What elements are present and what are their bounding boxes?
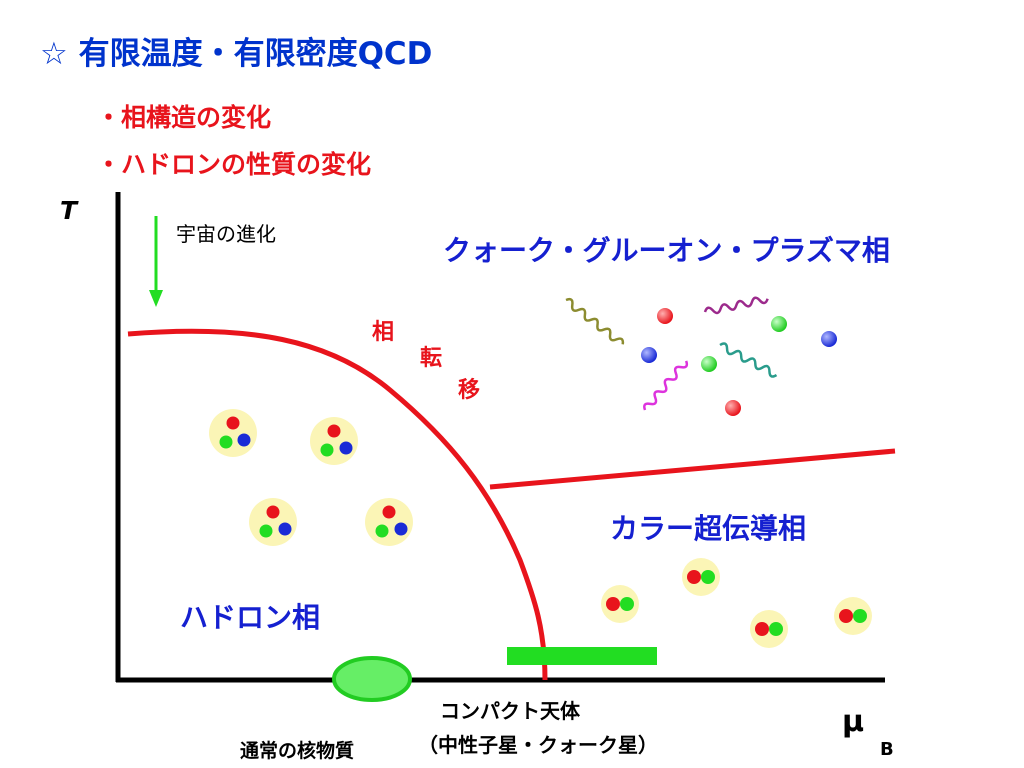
- quark-red: [657, 308, 673, 324]
- gluon-spring: [719, 342, 778, 378]
- color-superconducting-phase-label: カラー超伝導相: [610, 512, 807, 545]
- x-axis-subscript: B: [880, 739, 894, 760]
- baryon: [310, 417, 358, 465]
- baryon: [249, 498, 297, 546]
- hadron-phase-boundary: [127, 328, 548, 681]
- phase-transition-char: 相: [372, 320, 395, 345]
- baryon: [365, 498, 413, 546]
- compact-star-label: コンパクト天体: [440, 699, 580, 723]
- slide-title: ☆ 有限温度・有限密度QCD: [40, 36, 433, 72]
- qgp-phase-label: クォーク・グルーオン・プラズマ相: [443, 234, 890, 267]
- gluon-spring: [703, 296, 769, 315]
- baryon: [209, 409, 257, 457]
- phase-transition-char: 転: [420, 346, 443, 371]
- nuclear-matter-marker: [332, 656, 412, 702]
- compact-star-sublabel: （中性子星・クォーク星）: [418, 733, 658, 757]
- quark-green: [701, 356, 717, 372]
- quark-blue: [821, 331, 837, 347]
- y-axis-label: T: [60, 196, 78, 225]
- cosmic-evolution-arrow: [149, 216, 163, 307]
- phase-transition-char: 移: [458, 378, 481, 403]
- cosmic-evolution-label: 宇宙の進化: [176, 222, 276, 246]
- diquark-pair: [750, 610, 788, 648]
- color-superconducting-boundary: [489, 448, 896, 490]
- gluon-spring: [565, 297, 625, 345]
- diquark-pair: [601, 585, 639, 623]
- compact-star-bar: [507, 647, 657, 665]
- nuclear-matter-label: 通常の核物質: [240, 740, 355, 762]
- quark-green: [771, 316, 787, 332]
- gluon-spring: [643, 360, 689, 411]
- quark-red: [725, 400, 741, 416]
- bullet-phase-structure: ・相構造の変化: [96, 103, 272, 132]
- x-axis-label: μ: [842, 704, 865, 739]
- quark-blue: [641, 347, 657, 363]
- hadron-phase-label: ハドロン相: [180, 601, 321, 634]
- bullet-hadron-properties: ・ハドロンの性質の変化: [96, 150, 372, 179]
- diquark-pair: [682, 558, 720, 596]
- diquark-pair: [834, 597, 872, 635]
